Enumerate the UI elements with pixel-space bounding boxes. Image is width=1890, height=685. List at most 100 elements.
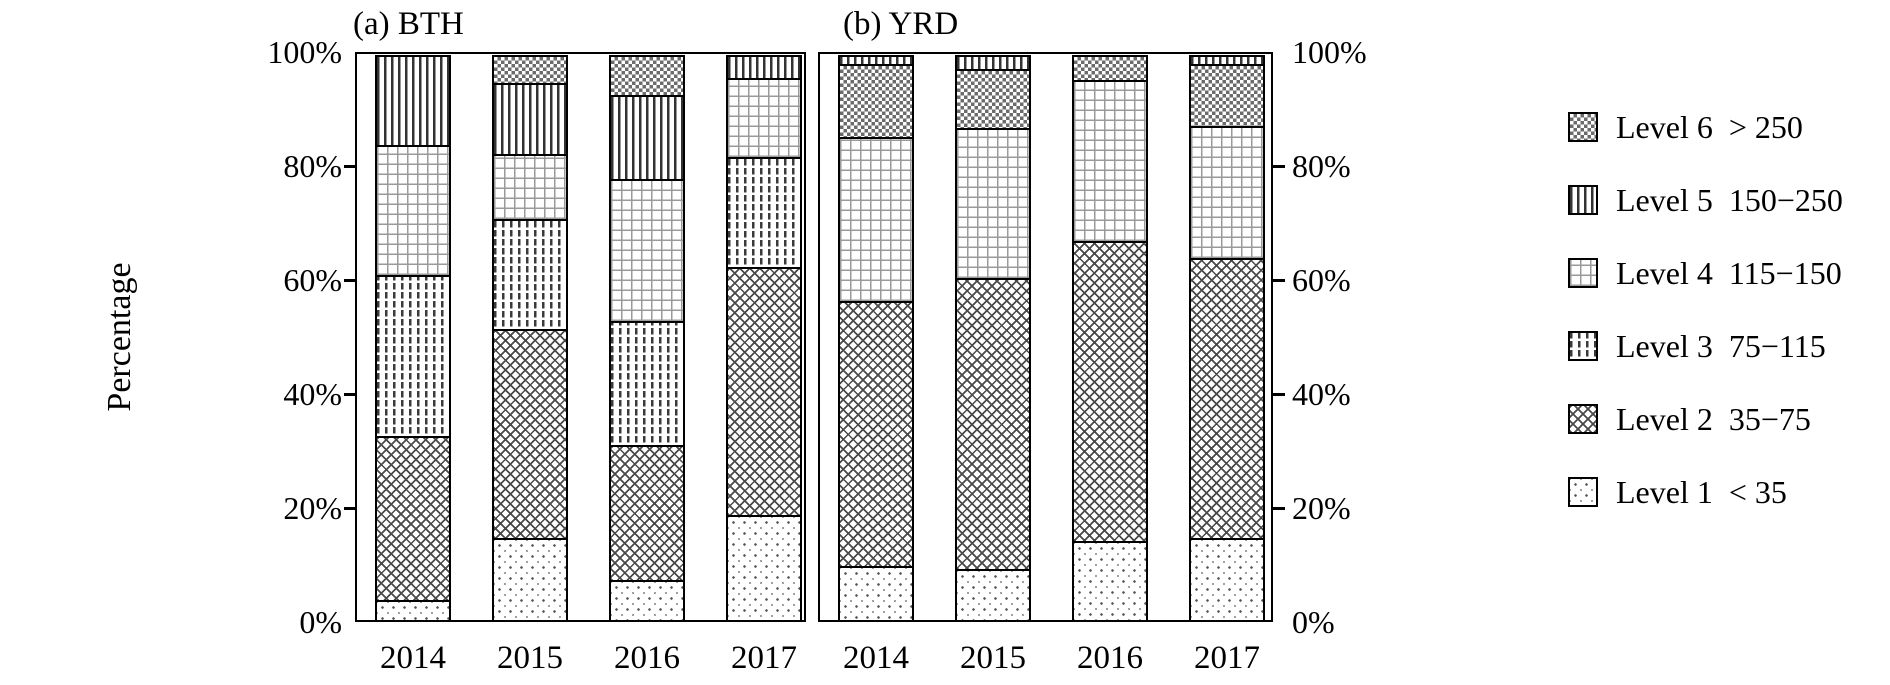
legend-level-range: 150−250 <box>1728 181 1843 218</box>
legend-level-range: > 250 <box>1728 108 1803 145</box>
legend-label-level3: Level 3 75−115 <box>1616 328 1826 365</box>
legend-swatch-level3-dots-icon <box>1568 331 1598 361</box>
y-axis-title: Percentage <box>101 262 138 412</box>
segment-a-2017-level2 <box>728 266 800 516</box>
segment-b-2015-level1 <box>957 569 1029 620</box>
bar-a-2017 <box>726 55 802 620</box>
segment-b-2017-level1 <box>1191 538 1263 620</box>
tick-mark <box>344 279 356 282</box>
segment-b-2015-level4 <box>957 128 1029 279</box>
segment-a-2016-level2 <box>611 444 683 581</box>
panel-a-title: (a) BTH <box>353 6 464 42</box>
tick-mark <box>1273 279 1285 282</box>
segment-a-2016-level4 <box>611 179 683 321</box>
legend-label-level5: Level 5 150−250 <box>1616 182 1843 219</box>
y-tick-label-80-right: 80% <box>1292 148 1351 184</box>
y-tick-label-60-right: 60% <box>1292 262 1351 298</box>
bar-a-2014 <box>375 55 451 620</box>
tick-mark <box>344 165 356 168</box>
y-tick-label-100-right: 100% <box>1292 34 1367 70</box>
legend-item-level1: Level 1 < 35 <box>1568 474 1787 510</box>
segment-b-2015-level6 <box>957 69 1029 129</box>
legend-level-range: 75−115 <box>1728 327 1826 364</box>
segment-a-2015-level2 <box>494 329 566 539</box>
segment-a-2017-level3 <box>728 156 800 267</box>
x-tick-label-a-2015: 2015 <box>497 640 563 676</box>
segment-b-2017-level6 <box>1191 63 1263 126</box>
segment-a-2017-level5 <box>728 55 800 78</box>
bar-a-2016 <box>609 55 685 620</box>
segment-a-2016-level5 <box>611 94 683 180</box>
segment-b-2016-level2 <box>1074 241 1146 541</box>
tick-mark <box>1273 393 1285 396</box>
segment-b-2014-level5 <box>840 55 912 64</box>
legend-item-level5: Level 5 150−250 <box>1568 182 1843 218</box>
tick-mark <box>1273 507 1285 510</box>
y-tick-label-100-left: 100% <box>267 34 342 70</box>
segment-a-2014-level1 <box>377 600 449 620</box>
bar-b-2015 <box>955 55 1031 620</box>
segment-a-2014-level5 <box>377 55 449 146</box>
segment-a-2014-level3 <box>377 275 449 437</box>
legend-level-range: 35−75 <box>1728 400 1811 437</box>
bar-b-2014 <box>838 55 914 620</box>
tick-mark <box>344 393 356 396</box>
legend-level-name: Level 1 <box>1616 473 1713 510</box>
segment-a-2016-level1 <box>611 580 683 620</box>
tick-mark <box>1273 165 1285 168</box>
bar-a-2015 <box>492 55 568 620</box>
segment-a-2016-level3 <box>611 320 683 445</box>
segment-b-2014-level6 <box>840 63 912 137</box>
legend-label-level2: Level 2 35−75 <box>1616 401 1811 438</box>
legend-level-name: Level 2 <box>1616 400 1713 437</box>
legend-level-name: Level 6 <box>1616 108 1713 145</box>
segment-b-2014-level2 <box>840 300 912 567</box>
x-tick-label-b-2016: 2016 <box>1077 640 1143 676</box>
segment-b-2017-level4 <box>1191 125 1263 259</box>
y-tick-label-40-right: 40% <box>1292 376 1351 412</box>
legend-swatch-level2-crosshatch-icon <box>1568 404 1598 434</box>
segment-b-2014-level1 <box>840 566 912 620</box>
tick-mark <box>344 507 356 510</box>
y-tick-label-0-right: 0% <box>1292 604 1335 640</box>
y-tick-label-20-left: 20% <box>283 490 342 526</box>
y-tick-label-80-left: 80% <box>283 148 342 184</box>
segment-b-2017-level5 <box>1191 55 1263 64</box>
legend-level-range: 115−150 <box>1728 254 1842 291</box>
segment-a-2017-level1 <box>728 515 800 620</box>
x-tick-label-a-2014: 2014 <box>380 640 446 676</box>
x-tick-label-b-2015: 2015 <box>960 640 1026 676</box>
segment-a-2015-level3 <box>494 218 566 330</box>
legend-level-name: Level 4 <box>1616 254 1713 291</box>
segment-a-2015-level1 <box>494 538 566 620</box>
legend-level-name: Level 3 <box>1616 327 1713 364</box>
legend-item-level2: Level 2 35−75 <box>1568 401 1811 437</box>
legend-item-level4: Level 4 115−150 <box>1568 254 1842 291</box>
legend-level-range: < 35 <box>1728 473 1787 510</box>
x-tick-label-a-2017: 2017 <box>731 640 797 676</box>
segment-a-2014-level4 <box>377 145 449 276</box>
segment-b-2016-level1 <box>1074 540 1146 620</box>
legend-level-name: Level 5 <box>1616 181 1713 218</box>
segment-a-2015-level4 <box>494 153 566 219</box>
bar-b-2016 <box>1072 55 1148 620</box>
segment-a-2014-level2 <box>377 436 449 601</box>
segment-a-2016-level6 <box>611 55 683 95</box>
segment-a-2015-level6 <box>494 55 566 84</box>
panel-a-plot: 2014 2015 2016 2017 <box>355 52 806 676</box>
segment-b-2016-level6 <box>1074 55 1146 81</box>
y-tick-label-60-left: 60% <box>283 262 342 298</box>
legend-label-level6: Level 6 > 250 <box>1616 109 1803 146</box>
legend-item-level6: Level 6 > 250 <box>1568 109 1803 145</box>
y-tick-label-40-left: 40% <box>283 376 342 412</box>
legend-label-level1: Level 1 < 35 <box>1616 474 1787 511</box>
y-tick-label-20-right: 20% <box>1292 490 1351 526</box>
segment-b-2015-level2 <box>957 278 1029 570</box>
x-tick-label-b-2017: 2017 <box>1194 640 1260 676</box>
panel-b-title: (b) YRD <box>843 6 959 42</box>
segment-b-2016-level4 <box>1074 80 1146 242</box>
legend-swatch-level5-stripes-icon <box>1568 185 1598 215</box>
y-tick-label-0-left: 0% <box>299 604 342 640</box>
segment-b-2015-level5 <box>957 55 1029 70</box>
